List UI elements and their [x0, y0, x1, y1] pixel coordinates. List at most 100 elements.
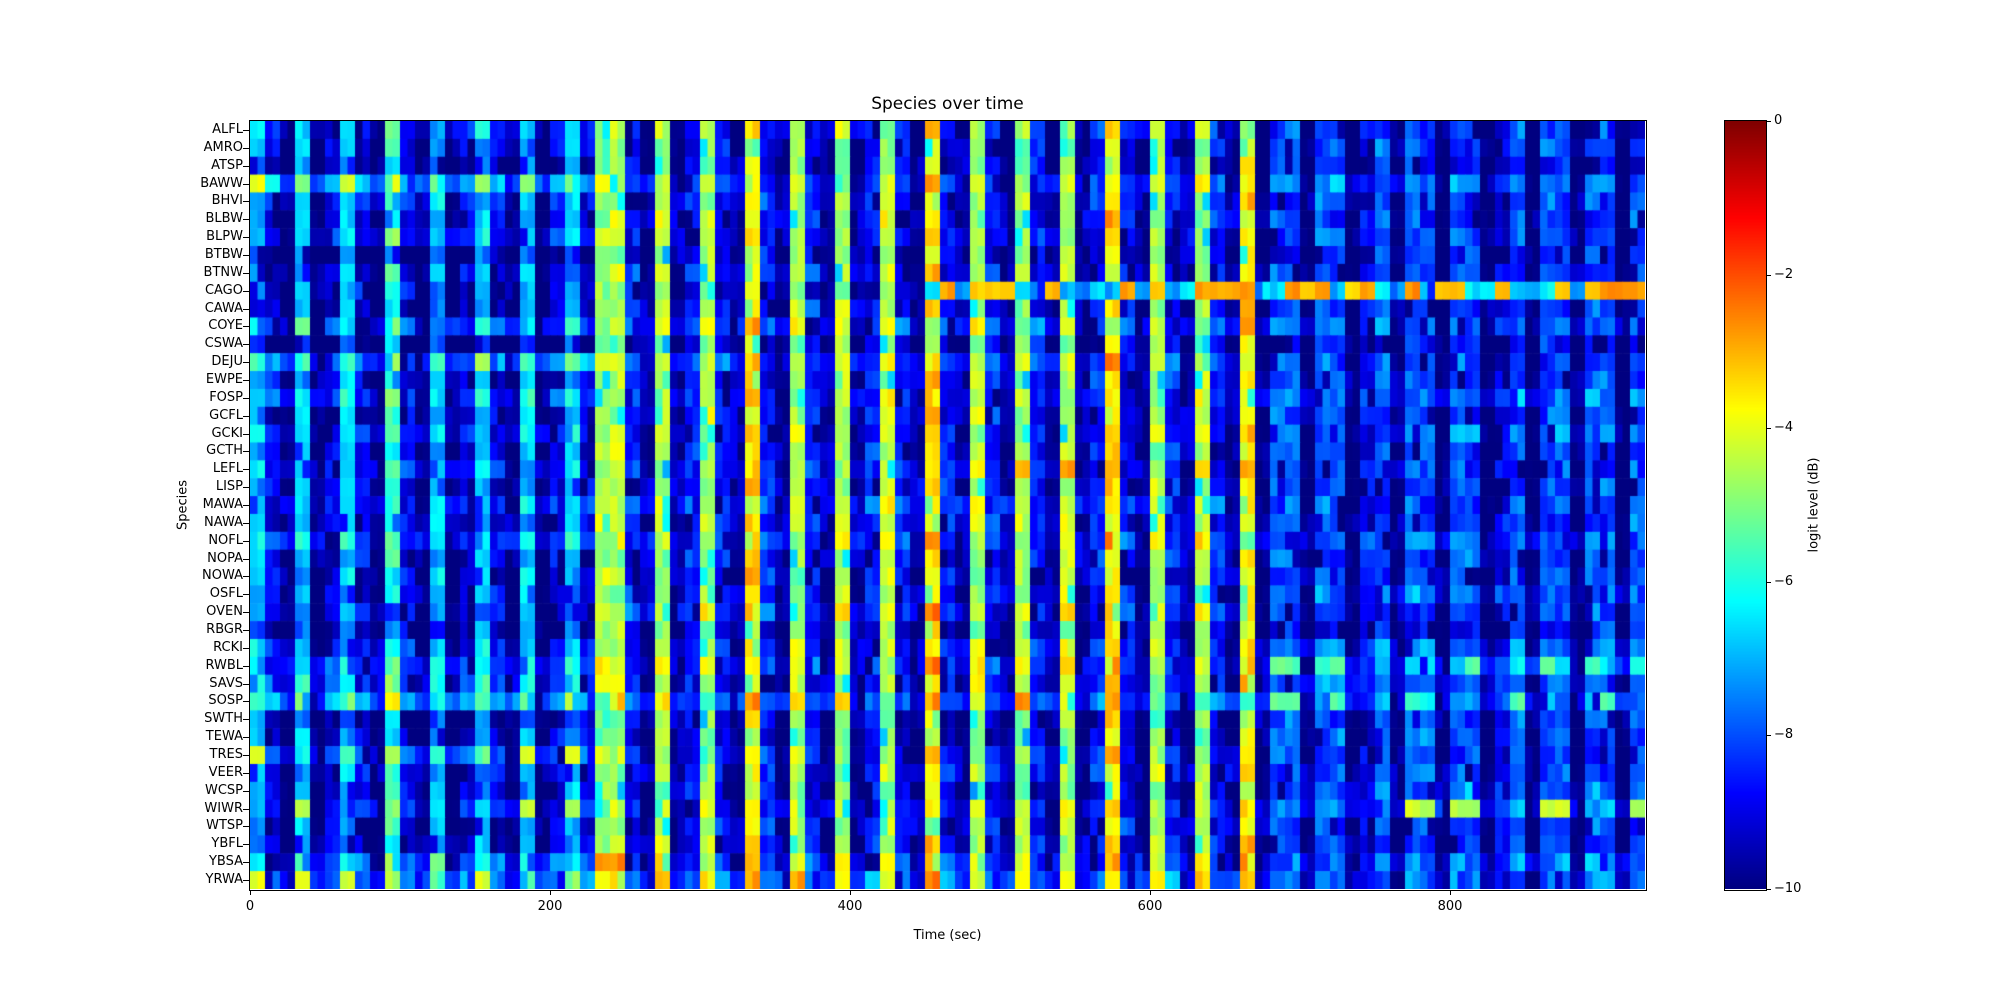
x-tick-label: 200 — [537, 899, 563, 914]
y-tick-mark — [243, 254, 249, 256]
y-tick-label-YBFL: YBFL — [211, 836, 243, 852]
x-tick-label: 800 — [1437, 899, 1463, 914]
colorbar-tick-label: 0 — [1774, 113, 1783, 128]
colorbar-tick-label: −8 — [1774, 727, 1794, 743]
colorbar-tick-mark — [1766, 428, 1771, 430]
y-tick-label-BHVI: BHVI — [211, 193, 243, 209]
y-tick-label-BLPW: BLPW — [206, 229, 243, 245]
y-tick-label-COYE: COYE — [208, 318, 243, 334]
colorbar-tick-mark — [1766, 735, 1771, 737]
y-tick-label-GCFL: GCFL — [209, 407, 243, 423]
chart-title: Species over time — [871, 94, 1024, 114]
y-tick-label-WTSP: WTSP — [206, 818, 243, 834]
y-tick-mark — [243, 558, 249, 560]
y-tick-label-FOSP: FOSP — [209, 389, 243, 405]
y-tick-mark — [243, 772, 249, 774]
y-tick-label-SWTH: SWTH — [204, 711, 243, 727]
y-tick-label-TEWA: TEWA — [205, 729, 243, 745]
y-tick-label-LISP: LISP — [215, 479, 243, 495]
y-tick-mark — [243, 594, 249, 596]
x-tick-mark — [250, 890, 251, 895]
y-tick-label-CAWA: CAWA — [204, 300, 243, 316]
y-tick-mark — [243, 505, 249, 506]
y-tick-label-NOPA: NOPA — [207, 550, 243, 566]
y-tick-mark — [243, 665, 249, 667]
y-tick-mark — [243, 576, 249, 578]
y-tick-label-TRES: TRES — [209, 747, 243, 763]
y-tick-mark — [243, 808, 249, 810]
y-tick-mark — [243, 201, 249, 203]
y-tick-label-NOWA: NOWA — [202, 568, 243, 584]
y-tick-label-NAWA: NAWA — [204, 514, 243, 530]
colorbar-canvas — [1725, 121, 1766, 889]
y-tick-mark — [243, 790, 249, 792]
y-tick-label-BAWW: BAWW — [200, 175, 243, 191]
y-tick-mark — [243, 719, 249, 721]
y-tick-mark — [243, 451, 249, 453]
y-tick-mark — [243, 326, 249, 328]
y-tick-mark — [243, 826, 249, 828]
y-tick-mark — [243, 469, 249, 471]
y-tick-label-SOSP: SOSP — [208, 693, 243, 709]
x-tick-label: 600 — [1137, 899, 1163, 914]
y-tick-mark — [243, 219, 249, 221]
y-tick-mark — [243, 433, 249, 435]
y-tick-mark — [243, 844, 249, 846]
colorbar-tick-mark — [1766, 274, 1771, 276]
y-tick-mark — [243, 701, 249, 703]
y-tick-mark — [243, 165, 249, 167]
y-tick-mark — [243, 880, 249, 882]
y-tick-mark — [243, 147, 249, 149]
y-tick-mark — [243, 415, 249, 417]
y-tick-mark — [243, 683, 249, 685]
colorbar-tick-mark — [1766, 121, 1771, 122]
y-tick-label-RCKI: RCKI — [213, 639, 243, 655]
y-tick-label-NOFL: NOFL — [208, 532, 243, 548]
y-tick-label-WCSP: WCSP — [204, 782, 243, 798]
colorbar-tick-label: −2 — [1774, 266, 1794, 282]
y-tick-label-CSWA: CSWA — [204, 336, 243, 352]
y-tick-label-WIWR: WIWR — [204, 800, 243, 816]
y-tick-label-DEJU: DEJU — [211, 354, 243, 370]
y-tick-label-BTNW: BTNW — [203, 264, 243, 280]
x-tick-label: 400 — [837, 899, 863, 914]
y-tick-mark — [243, 397, 249, 399]
y-tick-label-RWBL: RWBL — [205, 657, 243, 673]
y-tick-mark — [243, 362, 249, 364]
y-tick-mark — [243, 755, 249, 757]
y-tick-label-YRWA: YRWA — [205, 872, 243, 888]
colorbar-tick-label: −10 — [1774, 881, 1802, 896]
y-tick-mark — [243, 487, 249, 489]
x-tick-label: 0 — [245, 899, 255, 914]
colorbar-tick-label: −6 — [1774, 573, 1794, 589]
y-tick-mark — [243, 540, 249, 542]
y-tick-label-SAVS: SAVS — [209, 675, 243, 691]
colorbar-tick-mark — [1766, 581, 1771, 583]
x-axis-label: Time (sec) — [913, 928, 982, 943]
y-tick-mark — [243, 647, 249, 649]
y-tick-mark — [243, 272, 249, 274]
y-tick-label-CAGO: CAGO — [204, 282, 243, 298]
heatmap-canvas — [250, 121, 1645, 889]
colorbar-label: logit level (dB) — [1806, 457, 1822, 553]
y-tick-mark — [243, 630, 249, 632]
y-tick-mark — [243, 737, 249, 739]
y-tick-mark — [243, 612, 249, 614]
y-tick-label-AMRO: AMRO — [203, 139, 243, 155]
y-tick-mark — [243, 522, 249, 524]
y-tick-mark — [243, 183, 249, 185]
y-tick-label-BLBW: BLBW — [205, 211, 243, 227]
y-tick-label-GCTH: GCTH — [206, 443, 243, 459]
x-tick-mark — [550, 890, 551, 895]
x-tick-mark — [1450, 890, 1451, 895]
y-tick-label-BTBW: BTBW — [204, 246, 243, 262]
y-tick-label-OSFL: OSFL — [209, 586, 243, 602]
colorbar-tick-mark — [1766, 889, 1771, 890]
y-tick-label-RBGR: RBGR — [206, 622, 243, 638]
y-tick-label-EWPE: EWPE — [205, 371, 243, 387]
y-tick-label-ATSP: ATSP — [211, 157, 243, 173]
x-tick-mark — [850, 890, 851, 895]
y-tick-label-OVEN: OVEN — [206, 604, 243, 620]
y-tick-label-VEER: VEER — [208, 764, 243, 780]
